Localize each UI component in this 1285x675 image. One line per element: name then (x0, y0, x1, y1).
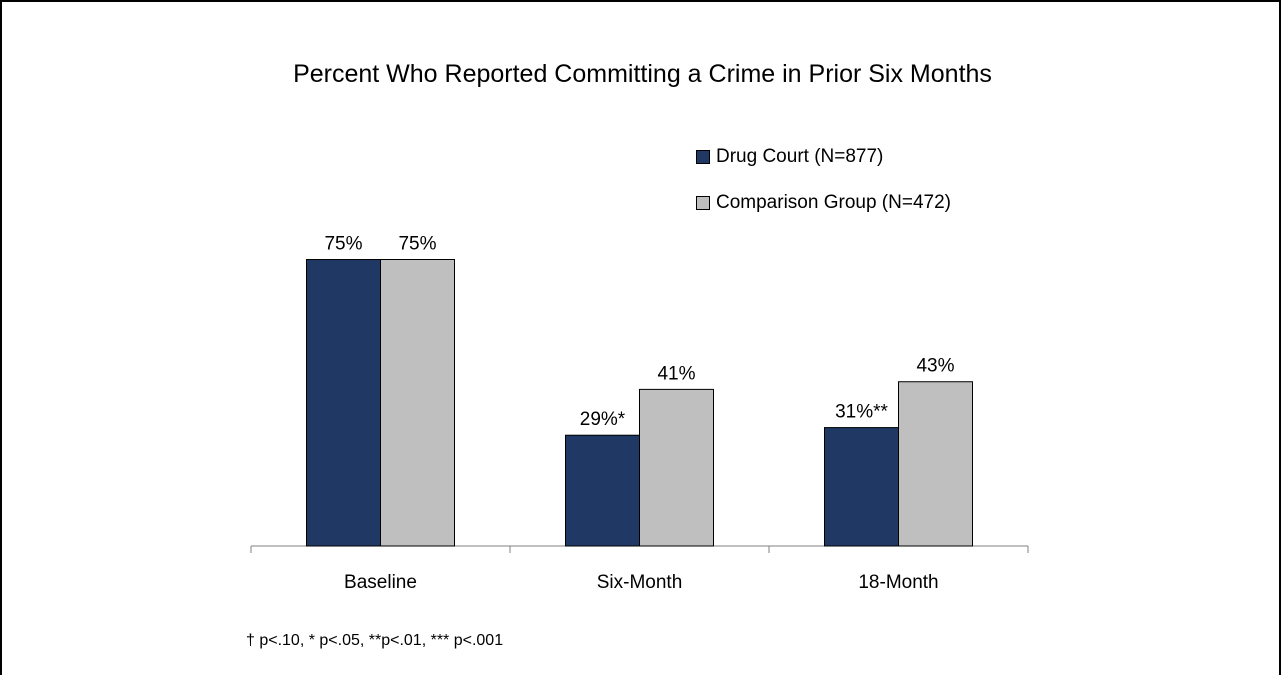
significance-footnote: † p<.10, * p<.05, **p<.01, *** p<.001 (246, 632, 504, 649)
data-label: 29%* (580, 409, 626, 430)
bar-drug-court-1 (565, 434, 640, 547)
legend-item-comparison: Comparison Group (N=472) (696, 192, 951, 214)
data-label: 75% (398, 234, 436, 255)
data-label: 41% (657, 363, 695, 384)
legend-swatch-drug-court (696, 150, 710, 164)
x-tick-label: Baseline (344, 572, 417, 593)
bar-comparison-2 (898, 381, 973, 547)
bar-comparison-1 (639, 388, 714, 547)
legend-item-drug-court: Drug Court (N=877) (696, 146, 883, 168)
legend-label-comparison: Comparison Group (N=472) (716, 192, 951, 213)
legend-swatch-comparison (696, 196, 710, 210)
chart-title: Percent Who Reported Committing a Crime … (293, 60, 992, 88)
x-tick-label: Six-Month (597, 572, 683, 593)
data-label: 75% (324, 234, 362, 255)
data-label: 31%** (835, 402, 888, 423)
data-label: 43% (916, 356, 954, 377)
bar-drug-court-0 (306, 259, 381, 547)
x-tick-label: 18-Month (858, 572, 938, 593)
legend-label-drug-court: Drug Court (N=877) (716, 146, 884, 167)
bar-comparison-0 (380, 259, 455, 547)
bar-drug-court-2 (824, 427, 899, 547)
